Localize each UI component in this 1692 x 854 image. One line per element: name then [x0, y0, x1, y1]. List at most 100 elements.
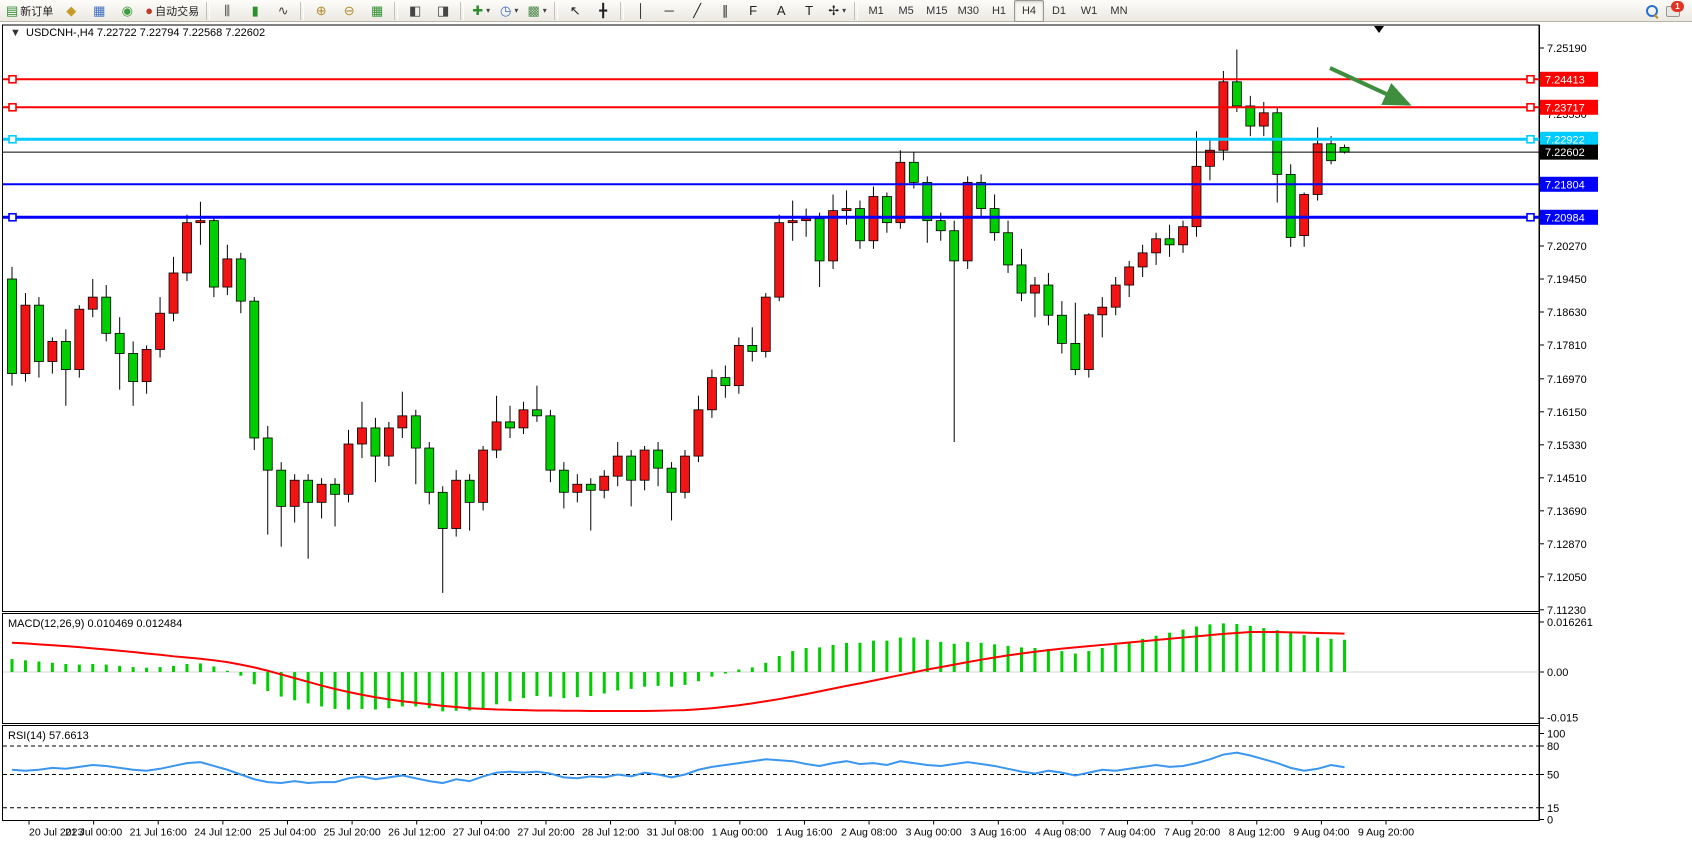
- chevron-down-icon: ▾: [542, 6, 547, 15]
- templates-icon: ▩: [527, 3, 540, 18]
- auto-trading-button[interactable]: ● 自动交易: [141, 0, 203, 22]
- svg-text:7.18630: 7.18630: [1547, 307, 1587, 319]
- chart-window: 7.25190 7.23550 7.20270 7.19450 7.18630 7.178…: [0, 22, 1692, 849]
- svg-text:9 Aug 04:00: 9 Aug 04:00: [1293, 827, 1349, 839]
- zoom-in-button[interactable]: ⊕: [307, 0, 335, 22]
- svg-text:1 Aug 16:00: 1 Aug 16:00: [776, 827, 832, 839]
- timeframe-h4-button[interactable]: H4: [1013, 0, 1044, 22]
- svg-text:3 Aug 16:00: 3 Aug 16:00: [970, 827, 1026, 839]
- text-label-icon: T: [805, 3, 814, 18]
- svg-text:21 Jul 00:00: 21 Jul 00:00: [65, 827, 122, 839]
- chart-shift-marker: [1374, 26, 1384, 33]
- svg-text:2 Aug 08:00: 2 Aug 08:00: [841, 827, 897, 839]
- svg-text:7 Aug 20:00: 7 Aug 20:00: [1164, 827, 1220, 839]
- svg-text:7.16970: 7.16970: [1547, 374, 1587, 386]
- symbol-dropdown-icon[interactable]: ▼: [10, 27, 21, 39]
- profiles-button[interactable]: ◆: [57, 0, 85, 22]
- timeframe-h1-button[interactable]: H1: [991, 4, 1006, 17]
- timeframe-m1-button[interactable]: M1: [868, 4, 884, 17]
- svg-text:7.19450: 7.19450: [1547, 274, 1587, 286]
- timeframe-m5-button[interactable]: M5: [898, 4, 914, 17]
- svg-text:0.00: 0.00: [1547, 667, 1568, 679]
- equidistant-channel-icon: ∥: [721, 3, 729, 18]
- svg-text:7.25190: 7.25190: [1547, 43, 1587, 55]
- candlestick-chart-button[interactable]: ▮: [241, 0, 269, 22]
- auto-scroll-button[interactable]: ◧: [401, 0, 429, 22]
- svg-text:50: 50: [1547, 770, 1559, 782]
- tile-windows-icon: ▦: [371, 3, 384, 18]
- svg-text:7 Aug 04:00: 7 Aug 04:00: [1100, 827, 1156, 839]
- svg-text:7.12050: 7.12050: [1547, 572, 1587, 584]
- trendline-button[interactable]: ╱: [683, 0, 711, 22]
- trendline-icon: ╱: [693, 3, 702, 18]
- templates-button[interactable]: ▩ ▾: [523, 0, 551, 22]
- svg-text:7.22602: 7.22602: [1545, 147, 1585, 159]
- new-order-button-label: 新订单: [20, 5, 54, 18]
- chart-shift-button[interactable]: ◨: [429, 0, 457, 22]
- auto-trading-button-label: 自动交易: [155, 5, 200, 18]
- svg-text:7.11230: 7.11230: [1547, 605, 1586, 617]
- chevron-down-icon: ▾: [486, 6, 491, 15]
- horizontal-line-icon: ─: [664, 3, 674, 18]
- svg-text:21 Jul 16:00: 21 Jul 16:00: [130, 827, 187, 839]
- candlestick-chart[interactable]: 7.251907.235507.202707.194507.186307.178…: [0, 22, 1692, 849]
- periods-button[interactable]: ◷ ▾: [495, 0, 523, 22]
- text-icon: A: [776, 3, 786, 18]
- arrows-icon: ✢: [828, 3, 840, 18]
- vertical-line-button[interactable]: │: [627, 0, 655, 22]
- navigator-icon: ◉: [121, 3, 133, 18]
- arrows-button[interactable]: ✢ ▾: [823, 0, 851, 22]
- svg-text:7.23717: 7.23717: [1545, 102, 1585, 114]
- fibonacci-icon: F: [749, 3, 758, 18]
- equidistant-channel-button[interactable]: ∥: [711, 0, 739, 22]
- svg-text:7.16150: 7.16150: [1547, 407, 1587, 419]
- svg-text:1 Aug 00:00: 1 Aug 00:00: [712, 827, 768, 839]
- timeframe-mn-button[interactable]: MN: [1110, 4, 1128, 17]
- search-icon[interactable]: [1646, 4, 1659, 19]
- auto-scroll-icon: ◧: [409, 3, 422, 18]
- svg-text:7.15330: 7.15330: [1547, 440, 1587, 452]
- svg-text:7.24413: 7.24413: [1545, 74, 1585, 86]
- timeframe-m15-button[interactable]: M15: [926, 4, 948, 17]
- toolbar-separator: [206, 1, 211, 20]
- toolbar-separator: [554, 1, 559, 20]
- text-button[interactable]: A: [767, 0, 795, 22]
- auto-trading-icon: ●: [145, 3, 154, 18]
- svg-text:25 Jul 04:00: 25 Jul 04:00: [259, 827, 316, 839]
- chevron-down-icon: ▾: [514, 6, 519, 15]
- svg-text:-0.015: -0.015: [1547, 713, 1578, 725]
- text-label-button[interactable]: T: [795, 0, 823, 22]
- svg-text:7.22922: 7.22922: [1545, 134, 1585, 146]
- market-watch-button[interactable]: ▦: [85, 0, 113, 22]
- new-order-button[interactable]: ▤ 新订单: [2, 0, 57, 22]
- svg-text:27 Jul 04:00: 27 Jul 04:00: [453, 827, 510, 839]
- notifications-icon[interactable]: 1: [1666, 0, 1684, 18]
- rsi-label: RSI(14) 57.6613: [8, 730, 89, 742]
- navigator-button[interactable]: ◉: [113, 0, 141, 22]
- toolbar-separator: [460, 1, 465, 20]
- svg-text:7.20984: 7.20984: [1545, 212, 1585, 224]
- line-chart-button[interactable]: ∿: [269, 0, 297, 22]
- timeframe-m30-button[interactable]: M30: [957, 4, 979, 17]
- timeframe-d1-button[interactable]: D1: [1051, 4, 1066, 17]
- bar-chart-button[interactable]: ⫼: [213, 0, 241, 22]
- timeframe-w1-button[interactable]: W1: [1080, 4, 1098, 17]
- cursor-button[interactable]: ↖: [561, 0, 589, 22]
- fibonacci-button[interactable]: F: [739, 0, 767, 22]
- zoom-out-icon: ⊖: [343, 3, 355, 18]
- zoom-out-button[interactable]: ⊖: [335, 0, 363, 22]
- svg-text:25 Jul 20:00: 25 Jul 20:00: [323, 827, 380, 839]
- periods-icon: ◷: [499, 3, 512, 18]
- line-chart-icon: ∿: [277, 3, 289, 18]
- indicators-button[interactable]: ✚ ▾: [467, 0, 495, 22]
- profiles-icon: ◆: [66, 3, 77, 18]
- crosshair-button[interactable]: ╋: [589, 0, 617, 22]
- svg-text:31 Jul 08:00: 31 Jul 08:00: [647, 827, 704, 839]
- candlestick-chart-icon: ▮: [251, 3, 259, 18]
- svg-text:80: 80: [1547, 741, 1559, 753]
- tile-windows-button[interactable]: ▦: [363, 0, 391, 22]
- horizontal-line-button[interactable]: ─: [655, 0, 683, 22]
- notification-badge: 1: [1671, 0, 1684, 12]
- vertical-line-icon: │: [637, 3, 646, 18]
- svg-text:3 Aug 00:00: 3 Aug 00:00: [906, 827, 962, 839]
